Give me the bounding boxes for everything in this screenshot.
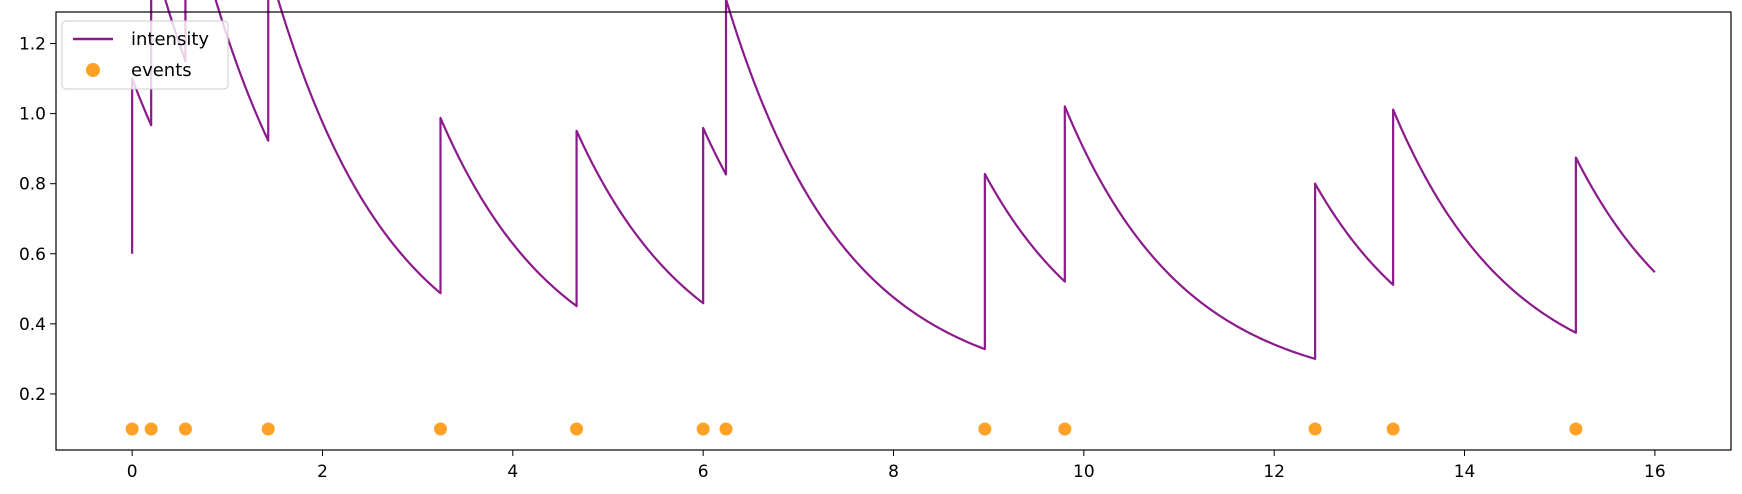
event-point-9	[1058, 422, 1072, 436]
event-point-8	[978, 422, 992, 436]
event-point-3	[261, 422, 275, 436]
event-point-0	[125, 422, 139, 436]
x-tick-label: 16	[1644, 462, 1666, 482]
legend-events-dot	[86, 63, 100, 77]
y-tick-label: 0.2	[19, 385, 46, 405]
x-tick-label: 14	[1454, 462, 1476, 482]
y-tick-label: 1.0	[19, 105, 46, 125]
y-tick-label: 1.2	[19, 35, 46, 55]
series-layer	[125, 0, 1656, 436]
x-tick-label: 10	[1073, 462, 1095, 482]
event-point-7	[719, 422, 733, 436]
event-point-4	[433, 422, 447, 436]
event-point-5	[570, 422, 584, 436]
x-tick-label: 12	[1263, 462, 1285, 482]
legend-intensity-label: intensity	[131, 29, 209, 50]
event-point-1	[144, 422, 158, 436]
event-point-6	[696, 422, 710, 436]
x-tick-label: 4	[507, 462, 518, 482]
x-tick-label: 8	[888, 462, 899, 482]
legend: intensity events	[61, 20, 229, 90]
x-tick-label: 0	[127, 462, 138, 482]
x-tick-label: 6	[698, 462, 709, 482]
y-tick-label: 0.6	[19, 245, 46, 265]
event-point-12	[1569, 422, 1583, 436]
axes-layer: 0 2 4 6 8 10 12 14 16 0.2 0.4 0.6 0.8 1.0 1.2	[19, 11, 1732, 482]
event-point-10	[1308, 422, 1322, 436]
event-point-2	[178, 422, 192, 436]
x-tick-label: 2	[317, 462, 328, 482]
y-tick-label: 0.4	[19, 315, 46, 335]
y-tick-label: 0.8	[19, 175, 46, 195]
legend-events-label: events	[131, 60, 192, 81]
event-point-11	[1386, 422, 1400, 436]
intensity-line	[131, 0, 1656, 360]
